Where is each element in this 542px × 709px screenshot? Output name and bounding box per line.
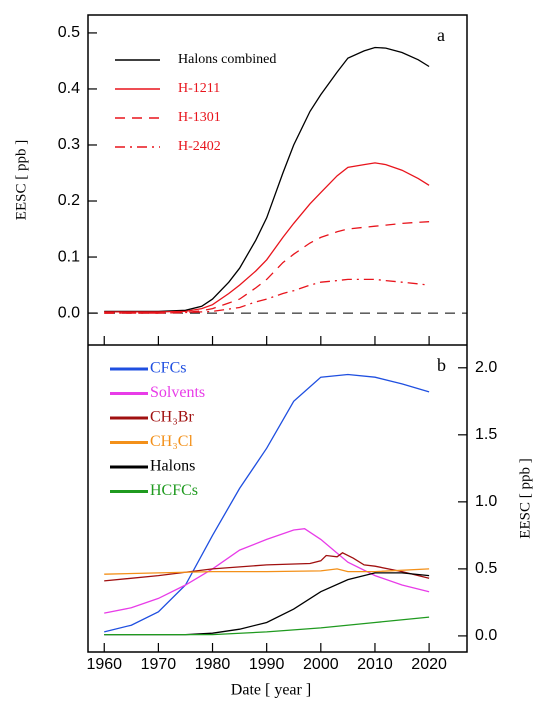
legend-label: H-2402 [178, 139, 221, 154]
series-line [104, 46, 430, 313]
x-tick-label: 1970 [141, 656, 177, 673]
y-tick-label: 1.0 [475, 493, 497, 510]
series-line [104, 572, 430, 636]
series-line [104, 162, 430, 313]
legend-label: CFCs [150, 360, 186, 377]
panel-label: b [437, 355, 446, 375]
legend-label: Halons combined [178, 52, 276, 67]
x-tick-label: 2010 [357, 656, 393, 673]
x-tick-label: 1960 [86, 656, 122, 673]
y-axis-label: EESC [ ppb ] [13, 140, 29, 220]
y-tick-label: 0.2 [58, 192, 80, 209]
x-tick-label: 2000 [303, 656, 339, 673]
x-tick-label: 1980 [195, 656, 231, 673]
series-line [104, 616, 430, 636]
y-tick-label: 1.5 [475, 426, 497, 443]
panel-label: a [437, 25, 445, 45]
y-tick-label: 0.3 [58, 136, 80, 153]
x-tick-label: 2020 [411, 656, 447, 673]
legend-label: CH₃Br [150, 409, 194, 426]
series-line [104, 278, 430, 314]
legend-label: H-1301 [178, 110, 221, 125]
y-tick-label: 0.1 [58, 248, 80, 265]
plot-frame [87, 14, 468, 653]
legend-label: Solvents [150, 384, 205, 401]
y-tick-label: 0.0 [58, 304, 80, 321]
legend-label: H-1211 [178, 81, 220, 96]
y-tick-label: 2.0 [475, 359, 497, 376]
series-line [104, 373, 430, 633]
y-axis-label: EESC [ ppb ] [517, 458, 533, 538]
y-tick-label: 0.4 [58, 80, 80, 97]
legend-label: HCFCs [150, 482, 198, 499]
y-tick-label: 0.0 [475, 627, 497, 644]
series-line [104, 552, 430, 582]
legend-label: Halons [150, 458, 195, 475]
x-tick-label: 1990 [249, 656, 285, 673]
y-tick-label: 0.5 [58, 24, 80, 41]
series-line [104, 568, 430, 575]
legend-label: CH₃Cl [150, 433, 193, 450]
y-tick-label: 0.5 [475, 560, 497, 577]
x-axis-label: Date [ year ] [231, 682, 311, 699]
